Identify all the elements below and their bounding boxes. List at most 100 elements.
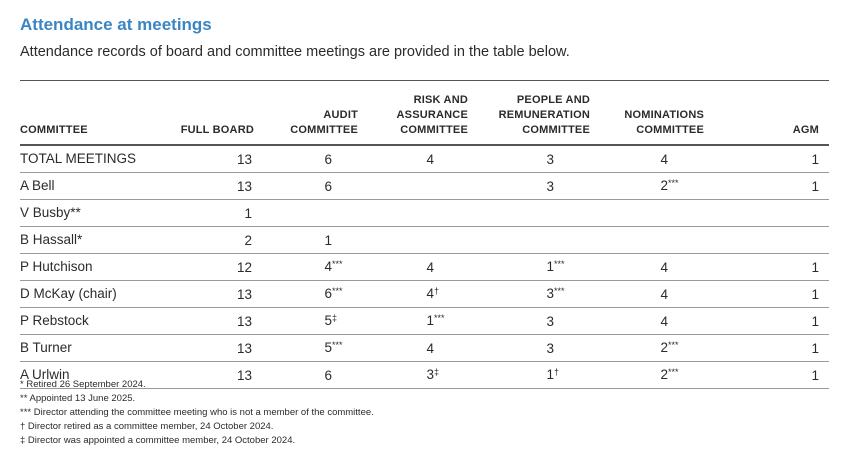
cell-value-wrap: 13 <box>237 146 252 172</box>
cell-value-wrap: 6 <box>324 173 332 199</box>
table-cell: 2 *** <box>598 334 718 362</box>
cell-value: 1 <box>811 260 819 275</box>
table-cell: 5 *** <box>254 334 360 362</box>
cell-value: 1 <box>811 341 819 356</box>
cell-value: 2 <box>660 178 668 193</box>
footnote-mark: † <box>554 367 560 377</box>
cell-value: 1 <box>811 152 819 167</box>
footnote-mark: *** <box>554 286 565 296</box>
table-cell: 13 <box>170 361 254 389</box>
table-cell: 1 <box>170 199 254 227</box>
cell-value: 3 <box>546 314 554 329</box>
footnote: * Retired 26 September 2024. <box>20 379 146 390</box>
cell-value-wrap: 5 ‡ <box>324 309 337 333</box>
cell-value: 6 <box>324 286 332 301</box>
table-row: V Busby** 1 <box>20 199 829 227</box>
footnote: ** Appointed 13 June 2025. <box>20 393 136 404</box>
cell-value: 12 <box>236 260 252 275</box>
table-cell: 1 <box>718 280 829 308</box>
table-cell: 3 <box>468 172 598 200</box>
cell-value-wrap: 1 <box>811 308 819 334</box>
cell-value-wrap: 5 *** <box>324 336 342 360</box>
table-cell <box>360 199 468 227</box>
footnote-mark: † <box>434 286 440 296</box>
table-cell <box>598 226 718 254</box>
footnote-mark: *** <box>332 340 343 350</box>
table-cell: 3 ‡ <box>360 361 468 389</box>
header-audit-committee: AUDIT COMMITTEE <box>254 86 360 146</box>
table-cell: 4 <box>598 145 718 173</box>
table-cell: 6 <box>254 172 360 200</box>
footnote-mark: *** <box>668 367 679 377</box>
table-cell: 13 <box>170 145 254 173</box>
table-row: A Bell 13 6 3 2 *** 1 <box>20 172 829 200</box>
cell-value: 13 <box>236 152 252 167</box>
table-cell: 4 <box>360 145 468 173</box>
table-cell: 6 <box>254 145 360 173</box>
table-cell <box>718 199 829 227</box>
header-nominations-committee: NOMINATIONS COMMITTEE <box>598 86 718 146</box>
table-cell: 4 <box>360 334 468 362</box>
cell-value: 13 <box>236 179 252 194</box>
table-cell <box>360 226 468 254</box>
cell-value: 4 <box>426 260 434 275</box>
page-title: Attendance at meetings <box>20 15 212 34</box>
header-committee: COMMITTEE <box>20 86 170 146</box>
cell-value: 2 <box>660 340 668 355</box>
cell-value: 3 <box>426 367 434 382</box>
table-cell: 2 <box>170 226 254 254</box>
table-row: D McKay (chair) 13 6 *** 4 † 3 *** 4 1 <box>20 280 829 308</box>
attendance-table: COMMITTEE FULL BOARD AUDIT COMMITTEE RIS… <box>20 86 829 389</box>
table-cell: 1 <box>718 172 829 200</box>
cell-value-wrap: 13 <box>237 308 252 334</box>
table-cell: 5 ‡ <box>254 307 360 335</box>
table-cell: 4 <box>360 253 468 281</box>
cell-value-wrap: 6 *** <box>324 282 342 306</box>
table-cell: 4 <box>598 307 718 335</box>
footnote: ‡ Director was appointed a committee mem… <box>20 435 296 446</box>
row-name: P Rebstock <box>20 307 170 335</box>
cell-value: 1 <box>811 287 819 302</box>
cell-value-wrap: 2 <box>244 227 252 253</box>
cell-value-wrap: 13 <box>237 335 252 361</box>
cell-value: 2 <box>244 233 252 248</box>
cell-value-wrap: 3 <box>546 146 554 172</box>
table-cell: 1 *** <box>360 307 468 335</box>
cell-value-wrap: 1 *** <box>546 255 564 279</box>
cell-value-wrap: 2 *** <box>660 174 678 198</box>
table-cell <box>718 226 829 254</box>
table-cell: 1 <box>718 145 829 173</box>
cell-value: 4 <box>426 152 434 167</box>
cell-value: 13 <box>236 287 252 302</box>
table-cell: 1 <box>254 226 360 254</box>
footnote-mark: *** <box>554 259 565 269</box>
table-row: TOTAL MEETINGS 13 6 4 3 4 1 <box>20 145 829 173</box>
cell-value-wrap: 4 *** <box>324 255 342 279</box>
row-name: A Urlwin <box>20 361 170 389</box>
table-cell: 6 *** <box>254 280 360 308</box>
cell-value-wrap: 4 <box>426 146 434 172</box>
cell-value-wrap: 4 <box>660 146 668 172</box>
table-cell: 1 <box>718 361 829 389</box>
row-name: A Bell <box>20 172 170 200</box>
table-cell: 4 <box>598 280 718 308</box>
row-name: V Busby** <box>20 199 170 227</box>
cell-value-wrap: 3 ‡ <box>426 363 439 387</box>
footnote-mark: *** <box>332 259 343 269</box>
cell-value-wrap: 3 *** <box>546 282 564 306</box>
table-cell: 4 <box>598 253 718 281</box>
cell-value: 1 <box>426 313 434 328</box>
cell-value: 6 <box>324 152 332 167</box>
table-row: P Rebstock 13 5 ‡ 1 *** 3 4 1 <box>20 307 829 335</box>
cell-value-wrap: 2 *** <box>660 363 678 387</box>
cell-value: 13 <box>236 314 252 329</box>
table-cell <box>598 199 718 227</box>
cell-value-wrap: 1 <box>811 281 819 307</box>
table-cell: 2 *** <box>598 361 718 389</box>
cell-value-wrap: 4 <box>660 281 668 307</box>
cell-value: 1 <box>546 367 554 382</box>
cell-value: 6 <box>324 179 332 194</box>
cell-value-wrap: 4 <box>660 254 668 280</box>
cell-value-wrap: 1 <box>811 173 819 199</box>
cell-value: 1 <box>546 259 554 274</box>
